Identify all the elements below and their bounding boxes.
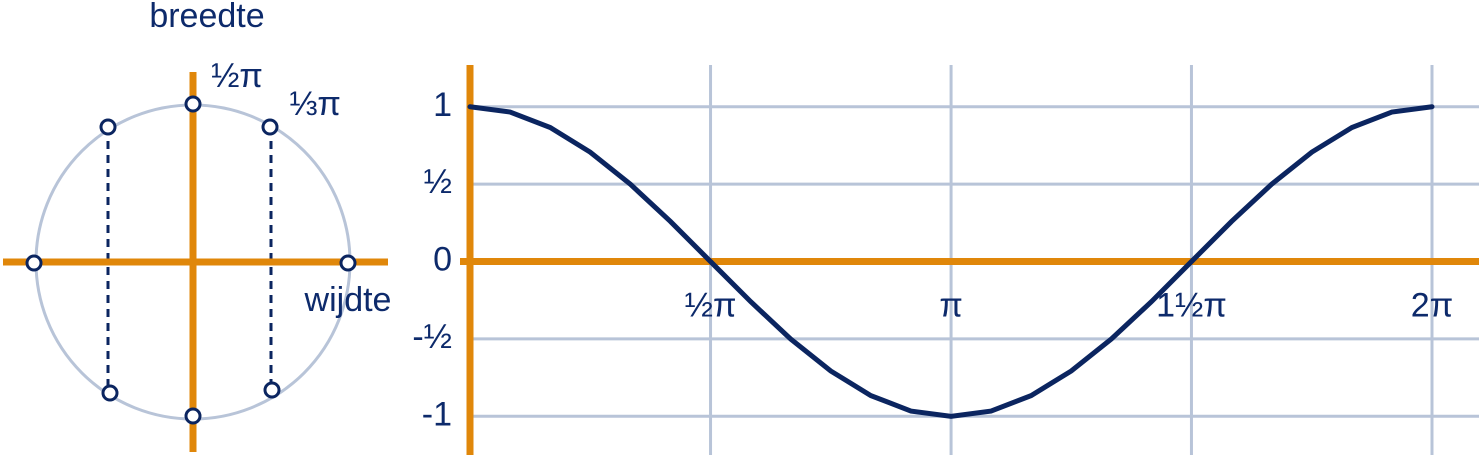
y-tick-label: 0: [433, 241, 452, 279]
point: [25, 254, 43, 272]
y-tick-label: -1: [422, 395, 452, 433]
point: [184, 407, 202, 425]
x-tick-label: ½π: [685, 287, 737, 325]
circle-points: [25, 95, 357, 425]
cosine-chart: -1-½0½1½π π 1½π 2π: [412, 65, 1479, 455]
point: [184, 95, 202, 113]
angle-label: ⅓π: [289, 85, 341, 123]
x-tick-label: π: [939, 287, 962, 325]
y-tick-label: ½: [424, 163, 452, 201]
point: [101, 384, 119, 402]
point: [261, 118, 279, 136]
y-tick-label: -½: [412, 318, 452, 356]
y-axis-label: breedte: [149, 0, 264, 35]
angle-label: ½π: [211, 57, 263, 95]
y-tick-label: 1: [433, 86, 452, 124]
point: [263, 381, 281, 399]
point: [339, 254, 357, 272]
x-tick-label: 1½π: [1156, 287, 1227, 325]
point: [99, 118, 117, 136]
unit-circle: breedte wijdte ½π ⅓π: [3, 0, 391, 452]
cosine-line: [467, 104, 1435, 419]
x-tick-label: 2π: [1411, 287, 1453, 325]
x-axis-label: wijdte: [304, 281, 392, 319]
